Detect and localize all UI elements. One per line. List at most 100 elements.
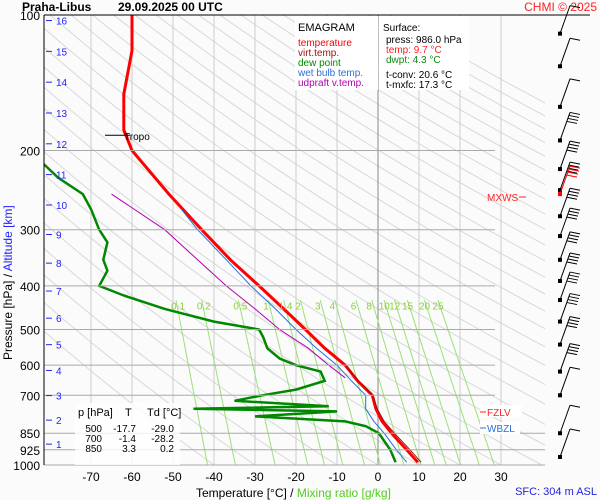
wind-barb-feather bbox=[569, 293, 581, 297]
wind-barb bbox=[558, 231, 581, 262]
table-cell: 500 bbox=[85, 424, 102, 435]
wind-barb-feather bbox=[569, 187, 581, 191]
wind-barb-staff bbox=[559, 271, 571, 301]
wind-barb-feather bbox=[566, 261, 578, 265]
dry-adiabat bbox=[177, 15, 545, 246]
y-tick-label: 925 bbox=[20, 444, 40, 458]
wind-barb-feather bbox=[568, 143, 580, 147]
series-udpraft-v-temp- bbox=[111, 193, 346, 379]
x-tick-label: -10 bbox=[328, 470, 346, 484]
dry-adiabat bbox=[44, 66, 545, 405]
wind-barb-feather bbox=[569, 37, 581, 41]
x-axis-sep: / bbox=[287, 486, 297, 500]
km-tick-label: 16 bbox=[56, 17, 68, 28]
wind-barb bbox=[558, 428, 581, 460]
mixing-ratio-label: 3 bbox=[315, 301, 321, 312]
y-tick-label: 1000 bbox=[13, 459, 40, 473]
wind-barb-feather bbox=[566, 120, 578, 124]
wind-barb-feather bbox=[568, 210, 580, 214]
legend-item: wet bulb temp. bbox=[297, 68, 363, 79]
surface-box bbox=[379, 16, 469, 90]
series-wet-bulb-temp- bbox=[180, 208, 408, 463]
dry-adiabat bbox=[92, 15, 545, 312]
wind-barb-feather bbox=[569, 5, 581, 9]
y-tick-label: 600 bbox=[20, 359, 40, 373]
dry-adiabat bbox=[134, 15, 545, 278]
y-axis-sep: / bbox=[1, 271, 15, 280]
wind-barb-feather bbox=[566, 170, 578, 174]
wind-barb-feather bbox=[569, 111, 581, 115]
y-axis-title-altitude: Altitude [km] bbox=[1, 205, 15, 271]
wind-barb-feather bbox=[567, 171, 579, 175]
mixing-ratio-label: 0.5 bbox=[233, 301, 247, 312]
wind-barb-feather bbox=[569, 140, 581, 144]
mixing-ratio-line bbox=[383, 299, 436, 465]
surface-tconv: t-conv: 20.6 °C bbox=[386, 70, 452, 81]
wind-barb-feather bbox=[567, 258, 579, 262]
wind-barb-feather bbox=[569, 161, 581, 165]
y-tick-label: 100 bbox=[20, 9, 40, 23]
x-tick-label: 10 bbox=[412, 470, 426, 484]
wind-barb-feather bbox=[566, 149, 578, 153]
table-cell: -17.7 bbox=[113, 424, 136, 435]
legend-item: dew point bbox=[298, 58, 341, 69]
wind-barb-feather bbox=[566, 216, 578, 220]
km-tick-label: 15 bbox=[56, 47, 68, 58]
wind-barb-feather bbox=[566, 240, 578, 244]
wind-barb-feather bbox=[566, 196, 578, 200]
km-tick-label: 5 bbox=[56, 341, 62, 352]
dry-adiabat bbox=[240, 15, 545, 200]
mixing-ratio-line bbox=[201, 299, 236, 465]
mixing-ratio-label: 0.2 bbox=[197, 301, 211, 312]
x-tick-label: -50 bbox=[164, 470, 182, 484]
x-tick-label: 30 bbox=[494, 470, 508, 484]
mixing-ratio-line bbox=[406, 299, 461, 465]
wind-barb-feather bbox=[567, 277, 579, 281]
wind-barb-feather bbox=[568, 190, 580, 194]
table-cell: -28.2 bbox=[151, 434, 174, 445]
wind-barb-feather bbox=[567, 213, 579, 217]
mixing-ratio-label: 15 bbox=[402, 301, 414, 312]
table-cell: 0.2 bbox=[160, 444, 174, 455]
dry-adiabat bbox=[44, 46, 545, 385]
wind-barb bbox=[558, 161, 581, 193]
x-tick-label: 0 bbox=[375, 470, 382, 484]
table-header: T bbox=[125, 407, 132, 419]
x-axis-title-mixing: Mixing ratio [g/kg] bbox=[297, 486, 391, 500]
km-tick-label: 12 bbox=[56, 140, 68, 151]
fzlv-bg bbox=[480, 405, 522, 417]
dry-adiabat bbox=[49, 15, 545, 348]
legend-item: temperature bbox=[298, 38, 352, 49]
dry-adiabat bbox=[70, 15, 545, 330]
mixing-ratio-label: 20 bbox=[419, 301, 431, 312]
wind-barb-staff bbox=[559, 231, 571, 260]
wind-barb-feather bbox=[568, 255, 580, 259]
wind-barb-staff bbox=[559, 38, 571, 67]
wind-barb bbox=[558, 111, 581, 143]
wind-barb-feather bbox=[569, 316, 581, 320]
legend-item: udpraft v.temp. bbox=[298, 78, 364, 89]
wind-barb-feather bbox=[566, 302, 578, 306]
wind-barb-feather bbox=[569, 78, 581, 82]
wind-barb-staff bbox=[559, 428, 571, 458]
table-cell: 3.3 bbox=[122, 444, 136, 455]
mixing-ratio-label: 6 bbox=[351, 301, 357, 312]
wind-barb-staff bbox=[559, 207, 571, 237]
series-virt-temp- bbox=[345, 364, 422, 463]
wind-barb-staff bbox=[559, 293, 571, 322]
wind-barb-feather bbox=[568, 114, 580, 118]
mixing-ratio-line bbox=[423, 299, 480, 465]
legend-box bbox=[295, 16, 378, 90]
y-axis-title: Pressure [hPa] / Altitude [km] bbox=[1, 205, 15, 360]
legend-item: virt.temp. bbox=[298, 48, 339, 59]
wind-barb bbox=[558, 207, 581, 239]
wind-barb bbox=[558, 343, 581, 374]
mixing-ratio-label: 12 bbox=[389, 301, 401, 312]
wind-barb-staff bbox=[559, 140, 571, 170]
wind-barb-feather bbox=[569, 343, 581, 347]
wind-barb-feather bbox=[568, 234, 580, 238]
wind-barb-feather bbox=[568, 168, 580, 172]
y-tick-label: 500 bbox=[20, 324, 40, 338]
